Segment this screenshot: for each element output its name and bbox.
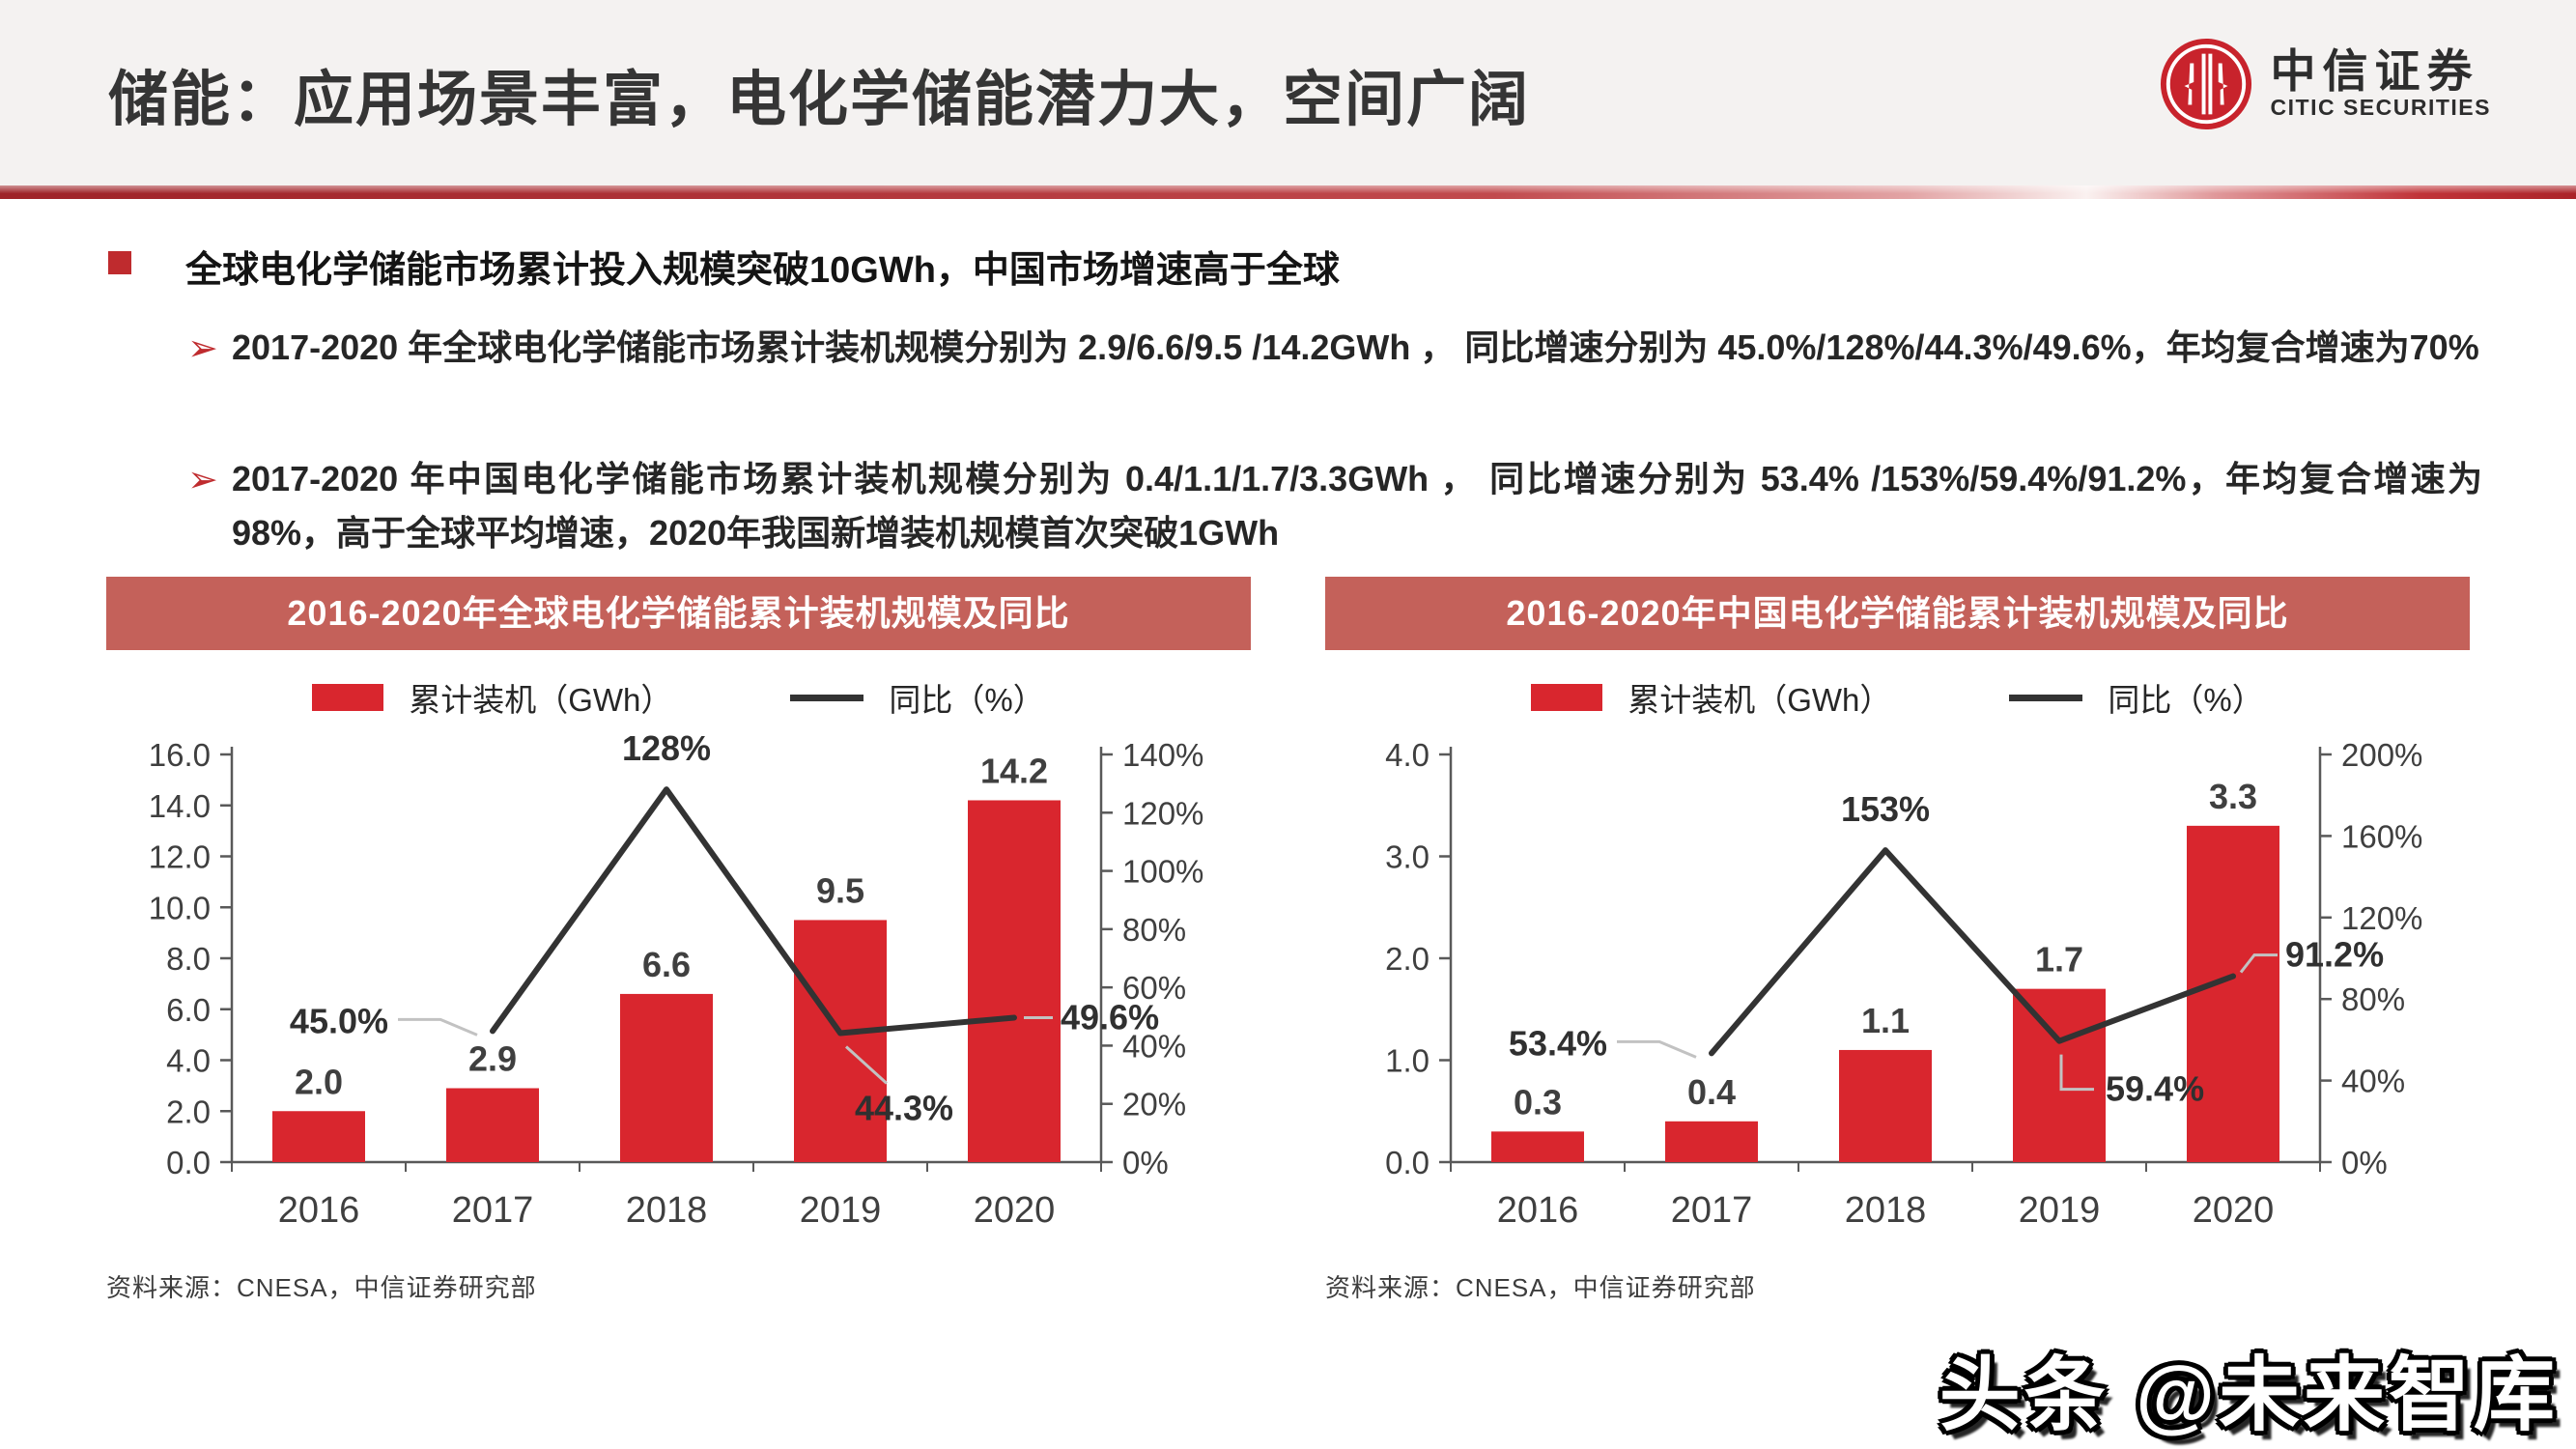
svg-text:3.0: 3.0 [1385, 839, 1430, 875]
sub-bullet-china-text: 2017-2020 年中国电化学储能市场累计装机规模分别为 0.4/1.1/1.… [232, 459, 2482, 554]
header-rule-divider [0, 185, 2576, 199]
svg-text:2.0: 2.0 [166, 1094, 211, 1129]
svg-text:2.9: 2.9 [468, 1039, 517, 1079]
page-title: 储能：应用场景丰富，电化学储能潜力大，空间广阔 [108, 67, 1531, 133]
main-bullet: 全球电化学储能市场累计投入规模突破10GWh，中国市场增速高于全球 [108, 240, 1340, 293]
logo-en-text: CITIC SECURITIES [2270, 95, 2491, 121]
svg-text:0.0: 0.0 [166, 1145, 211, 1180]
logo-texts: 中信证券 CITIC SECURITIES [2270, 44, 2491, 121]
svg-text:2020: 2020 [2193, 1190, 2275, 1231]
legend-bar-swatch [312, 684, 384, 711]
svg-text:16.0: 16.0 [149, 737, 211, 773]
legend-bar-swatch [1531, 684, 1603, 711]
svg-text:45.0%: 45.0% [290, 1001, 388, 1040]
svg-text:1.7: 1.7 [2035, 940, 2083, 980]
svg-text:160%: 160% [2341, 818, 2422, 854]
main-bullet-text: 全球电化学储能市场累计投入规模突破10GWh，中国市场增速高于全球 [185, 250, 1340, 291]
svg-text:0.0: 0.0 [1385, 1145, 1430, 1180]
legend-line-swatch [2009, 694, 2083, 701]
svg-text:2016: 2016 [278, 1190, 360, 1231]
svg-text:120%: 120% [2341, 900, 2422, 936]
svg-text:2018: 2018 [1845, 1190, 1927, 1231]
logo-cn-text: 中信证券 [2270, 44, 2479, 97]
svg-text:153%: 153% [1841, 789, 1930, 829]
header-band [0, 0, 2576, 185]
svg-text:200%: 200% [2341, 737, 2422, 773]
svg-text:128%: 128% [622, 728, 711, 768]
svg-text:3.3: 3.3 [2209, 777, 2257, 816]
svg-text:2017: 2017 [1671, 1190, 1753, 1231]
svg-text:120%: 120% [1122, 795, 1203, 831]
sub-bullet-global-text: 2017-2020 年全球电化学储能市场累计装机规模分别为 2.9/6.6/9.… [232, 327, 2479, 367]
svg-text:0%: 0% [2341, 1145, 2388, 1180]
svg-text:2.0: 2.0 [1385, 941, 1430, 977]
svg-text:60%: 60% [1122, 970, 1186, 1006]
svg-text:140%: 140% [1122, 737, 1203, 773]
svg-text:53.4%: 53.4% [1509, 1023, 1607, 1063]
watermark: 头条 @未来智库 [1939, 1350, 2559, 1440]
arrow-bullet-icon: ➢ [187, 328, 218, 369]
legend-line-label: 同比（%） [889, 682, 1045, 718]
svg-text:59.4%: 59.4% [2106, 1069, 2204, 1109]
citic-logo-icon [2160, 38, 2251, 130]
svg-text:8.0: 8.0 [166, 941, 211, 977]
svg-text:49.6%: 49.6% [1061, 997, 1159, 1037]
svg-text:0.4: 0.4 [1687, 1072, 1736, 1112]
svg-text:6.0: 6.0 [166, 992, 211, 1028]
svg-text:14.2: 14.2 [980, 751, 1048, 790]
global-source-text: 资料来源：CNESA，中信证券研究部 [106, 1273, 537, 1302]
sub-bullet-china: ➢ 2017-2020 年中国电化学储能市场累计装机规模分别为 0.4/1.1/… [187, 452, 2482, 560]
svg-text:10.0: 10.0 [149, 890, 211, 925]
svg-text:2019: 2019 [800, 1190, 882, 1231]
legend-line-swatch [790, 694, 864, 701]
svg-text:44.3%: 44.3% [855, 1088, 953, 1127]
global-chart-legend: 累计装机（GWh） 同比（%） [106, 669, 1251, 725]
svg-text:0%: 0% [1122, 1145, 1169, 1180]
svg-text:80%: 80% [2341, 981, 2405, 1017]
china-chart-title-banner: 2016-2020年中国电化学储能累计装机规模及同比 [1325, 577, 2470, 650]
global-combo-chart: 0.0 2.0 4.0 6.0 8.0 10.0 12.0 14.0 16.0 0% 20% 40% 6… [149, 728, 1204, 1231]
svg-text:40%: 40% [1122, 1028, 1186, 1064]
svg-text:4.0: 4.0 [1385, 737, 1430, 773]
svg-text:6.6: 6.6 [642, 945, 691, 984]
svg-text:2016: 2016 [1497, 1190, 1579, 1231]
legend-bar-label: 累计装机（GWh） [1628, 682, 1892, 718]
citic-logo: 中信证券 CITIC SECURITIES [2159, 37, 2491, 131]
svg-text:1.0: 1.0 [1385, 1043, 1430, 1079]
bullet-square-icon [108, 251, 131, 274]
china-source-text: 资料来源：CNESA，中信证券研究部 [1325, 1273, 1756, 1302]
china-chart-legend: 累计装机（GWh） 同比（%） [1325, 669, 2470, 725]
legend-line-label: 同比（%） [2108, 682, 2264, 718]
legend-bar-label: 累计装机（GWh） [409, 682, 673, 718]
svg-text:2019: 2019 [2019, 1190, 2101, 1231]
arrow-bullet-icon: ➢ [187, 460, 218, 500]
svg-text:100%: 100% [1122, 854, 1203, 890]
svg-text:2017: 2017 [452, 1190, 534, 1231]
global-chart-block: 2016-2020年全球电化学储能累计装机规模及同比 累计装机（GWh） 同比（… [106, 577, 1251, 1304]
svg-text:4.0: 4.0 [166, 1043, 211, 1079]
svg-text:9.5: 9.5 [816, 870, 864, 910]
svg-text:91.2%: 91.2% [2285, 935, 2384, 975]
sub-bullet-global: ➢ 2017-2020 年全球电化学储能市场累计装机规模分别为 2.9/6.6/… [187, 321, 2482, 375]
svg-text:80%: 80% [1122, 912, 1186, 948]
svg-text:20%: 20% [1122, 1087, 1186, 1122]
svg-text:2018: 2018 [626, 1190, 708, 1231]
svg-text:12.0: 12.0 [149, 839, 211, 875]
svg-text:1.1: 1.1 [1861, 1001, 1910, 1040]
svg-text:2.0: 2.0 [295, 1062, 343, 1101]
china-combo-chart: 0.0 1.0 2.0 3.0 4.0 0% 40% 80% 120% 160% 200% 2016 2… [1385, 737, 2422, 1231]
global-chart-title-banner: 2016-2020年全球电化学储能累计装机规模及同比 [106, 577, 1251, 650]
svg-text:2020: 2020 [974, 1190, 1056, 1231]
china-chart-block: 2016-2020年中国电化学储能累计装机规模及同比 累计装机（GWh） 同比（… [1325, 577, 2470, 1304]
svg-text:14.0: 14.0 [149, 788, 211, 824]
svg-text:0.3: 0.3 [1514, 1082, 1562, 1122]
svg-text:40%: 40% [2341, 1064, 2405, 1099]
